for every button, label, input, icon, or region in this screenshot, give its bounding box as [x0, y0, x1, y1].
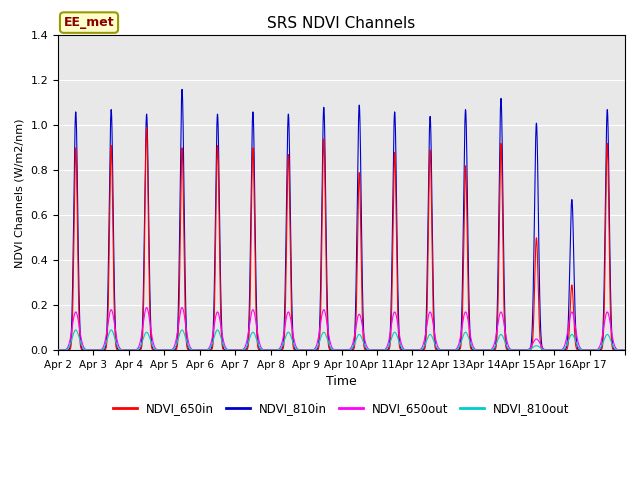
Text: EE_met: EE_met [64, 16, 115, 29]
X-axis label: Time: Time [326, 375, 357, 388]
Title: SRS NDVI Channels: SRS NDVI Channels [268, 16, 415, 32]
Y-axis label: NDVI Channels (W/m2/nm): NDVI Channels (W/m2/nm) [15, 118, 25, 267]
Legend: NDVI_650in, NDVI_810in, NDVI_650out, NDVI_810out: NDVI_650in, NDVI_810in, NDVI_650out, NDV… [108, 397, 575, 420]
